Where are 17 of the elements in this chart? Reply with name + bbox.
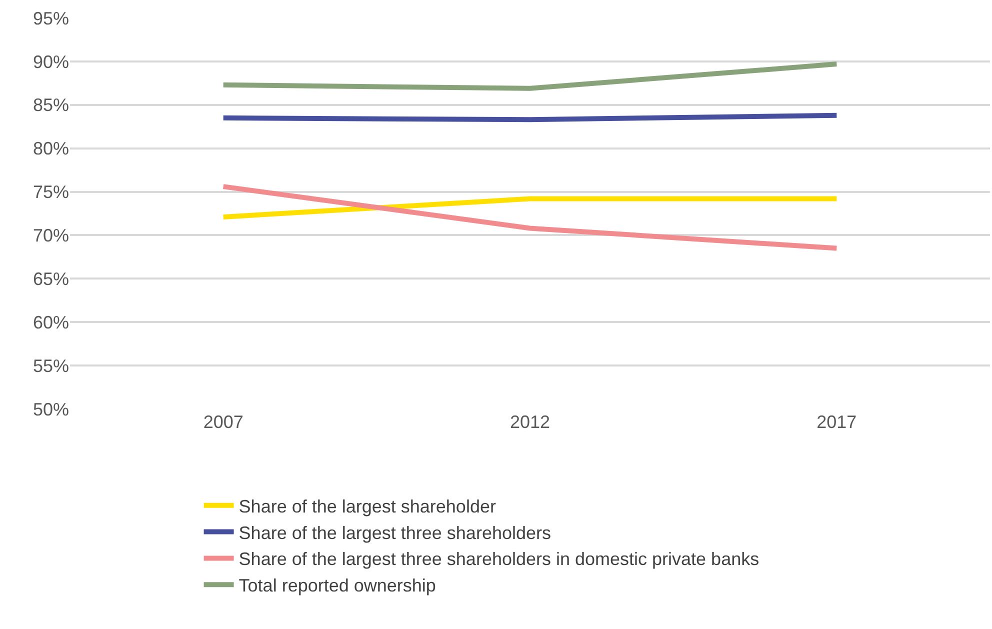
y-tick-label: 50% bbox=[32, 399, 69, 420]
y-tick-label: 55% bbox=[32, 356, 69, 376]
x-tick-label: 2007 bbox=[203, 412, 244, 432]
y-tick-label: 65% bbox=[32, 268, 69, 289]
y-tick-label: 60% bbox=[32, 312, 69, 332]
y-tick-label: 80% bbox=[32, 138, 69, 159]
y-tick-label: 90% bbox=[32, 52, 69, 72]
legend-label: Share of the largest three shareholders bbox=[238, 522, 551, 543]
y-tick-label: 85% bbox=[32, 95, 69, 116]
x-tick-label: 2012 bbox=[510, 412, 550, 432]
legend-label: Total reported ownership bbox=[238, 576, 436, 596]
legend-label: Share of the largest three shareholders in domestic private banks bbox=[238, 549, 760, 570]
x-tick-label: 2017 bbox=[816, 412, 857, 432]
y-tick-label: 75% bbox=[32, 182, 69, 202]
y-tick-label: 95% bbox=[32, 8, 69, 28]
y-tick-label: 70% bbox=[32, 226, 69, 246]
legend-label: Share of the largest shareholder bbox=[238, 496, 496, 516]
